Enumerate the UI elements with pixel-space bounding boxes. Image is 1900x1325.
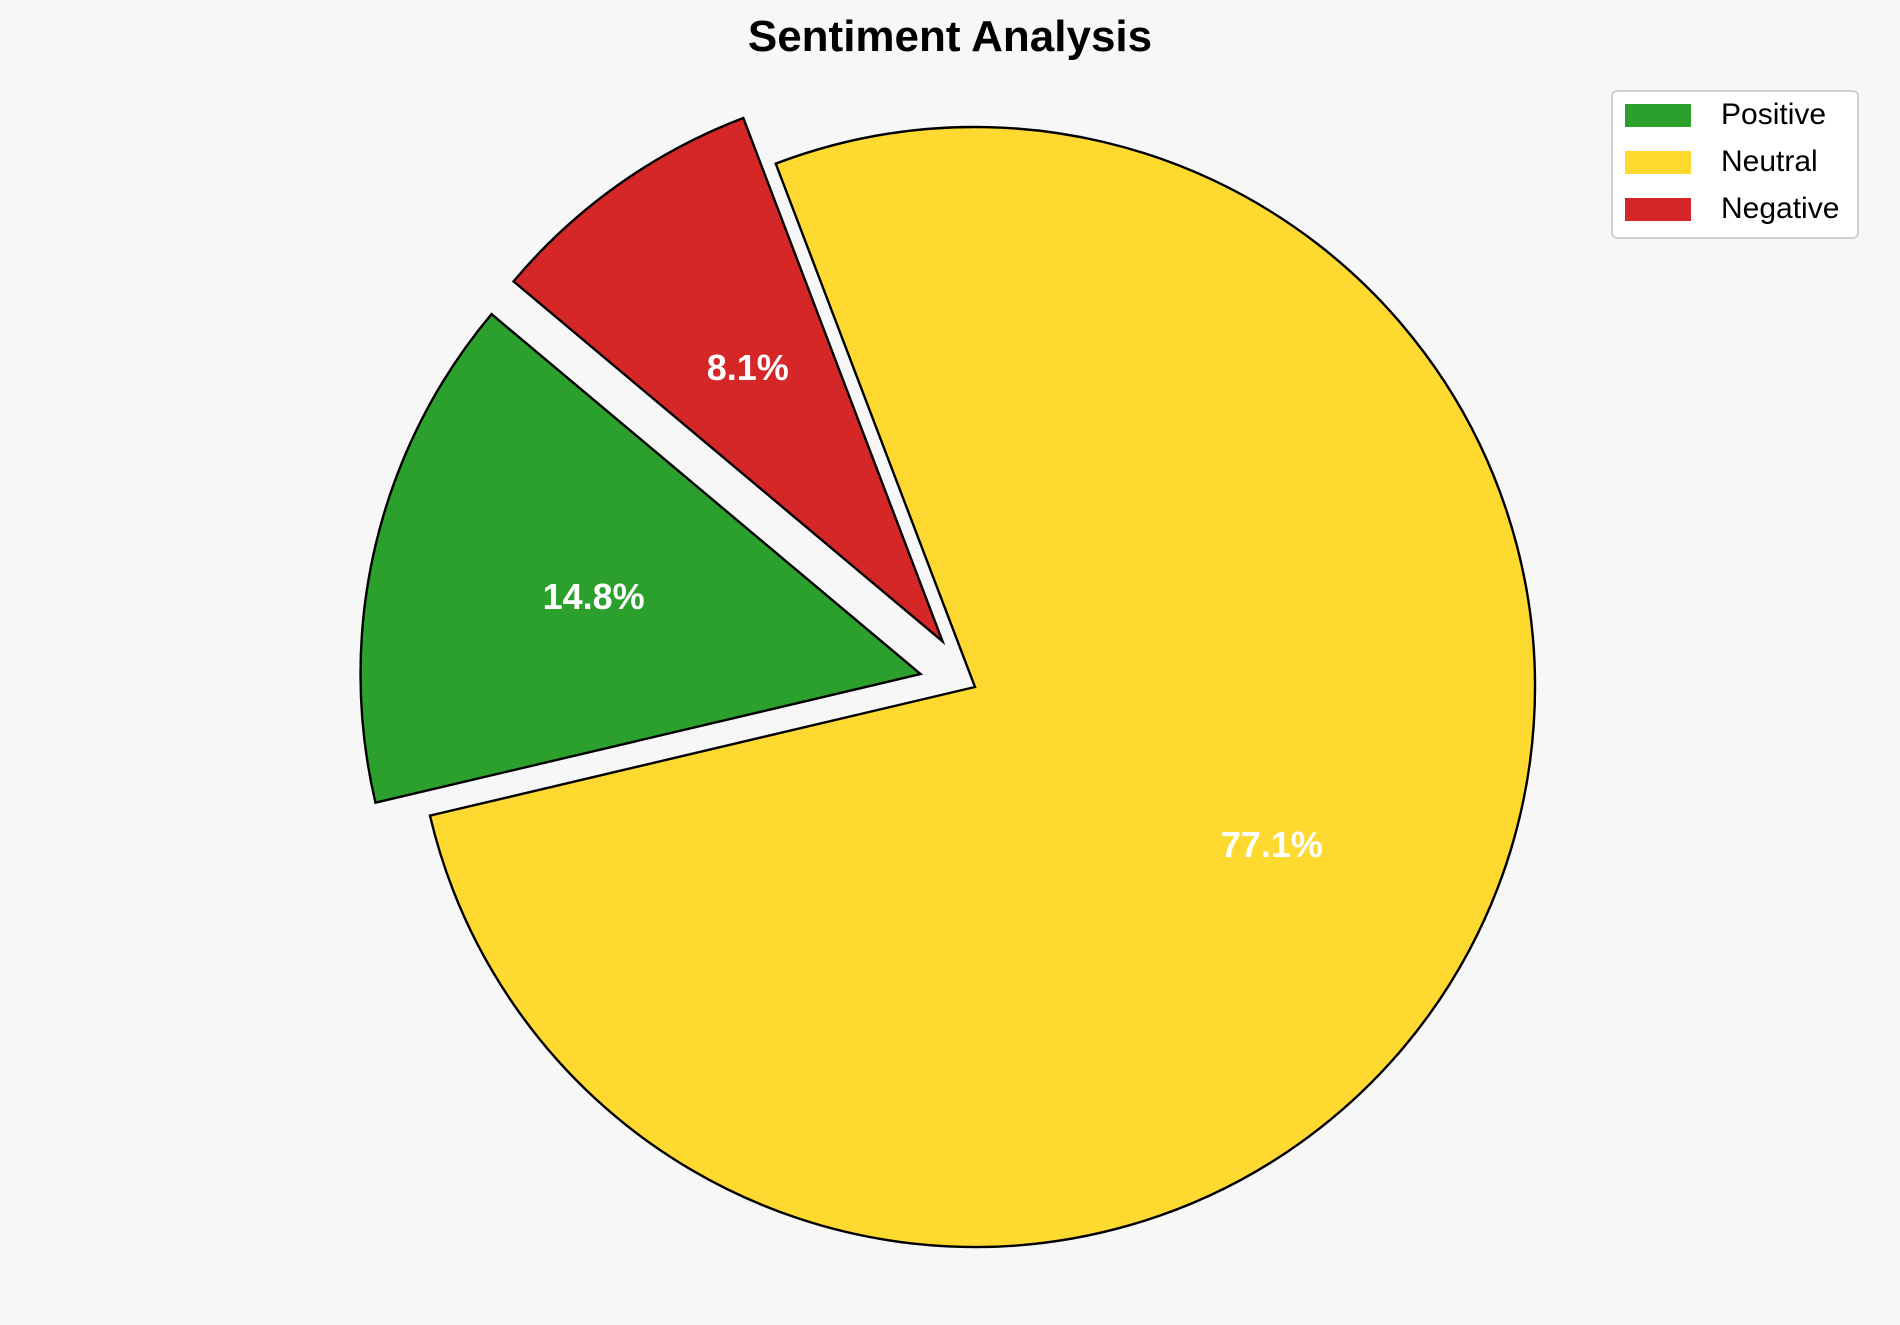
legend-swatch-neutral bbox=[1625, 150, 1691, 174]
pie-slice-neutral bbox=[428, 125, 1537, 1249]
legend-label-positive: Positive bbox=[1721, 98, 1827, 131]
legend: Positive Neutral Negative bbox=[1611, 90, 1859, 239]
legend-label-negative: Negative bbox=[1721, 192, 1840, 225]
legend-label-neutral: Neutral bbox=[1721, 145, 1818, 178]
legend-item-negative: Negative bbox=[1625, 189, 1839, 229]
legend-swatch-positive bbox=[1625, 103, 1691, 127]
pie-slice-negative bbox=[511, 116, 946, 646]
pie-label-neutral: 77.1% bbox=[1221, 824, 1323, 865]
pie-slice-positive bbox=[359, 312, 924, 805]
pie-label-negative: 8.1% bbox=[707, 347, 789, 388]
chart-title: Sentiment Analysis bbox=[747, 12, 1153, 61]
legend-swatch-negative bbox=[1625, 197, 1691, 221]
pie-label-positive: 14.8% bbox=[543, 576, 645, 617]
legend-item-positive: Positive bbox=[1625, 95, 1826, 135]
legend-item-neutral: Neutral bbox=[1625, 142, 1818, 182]
